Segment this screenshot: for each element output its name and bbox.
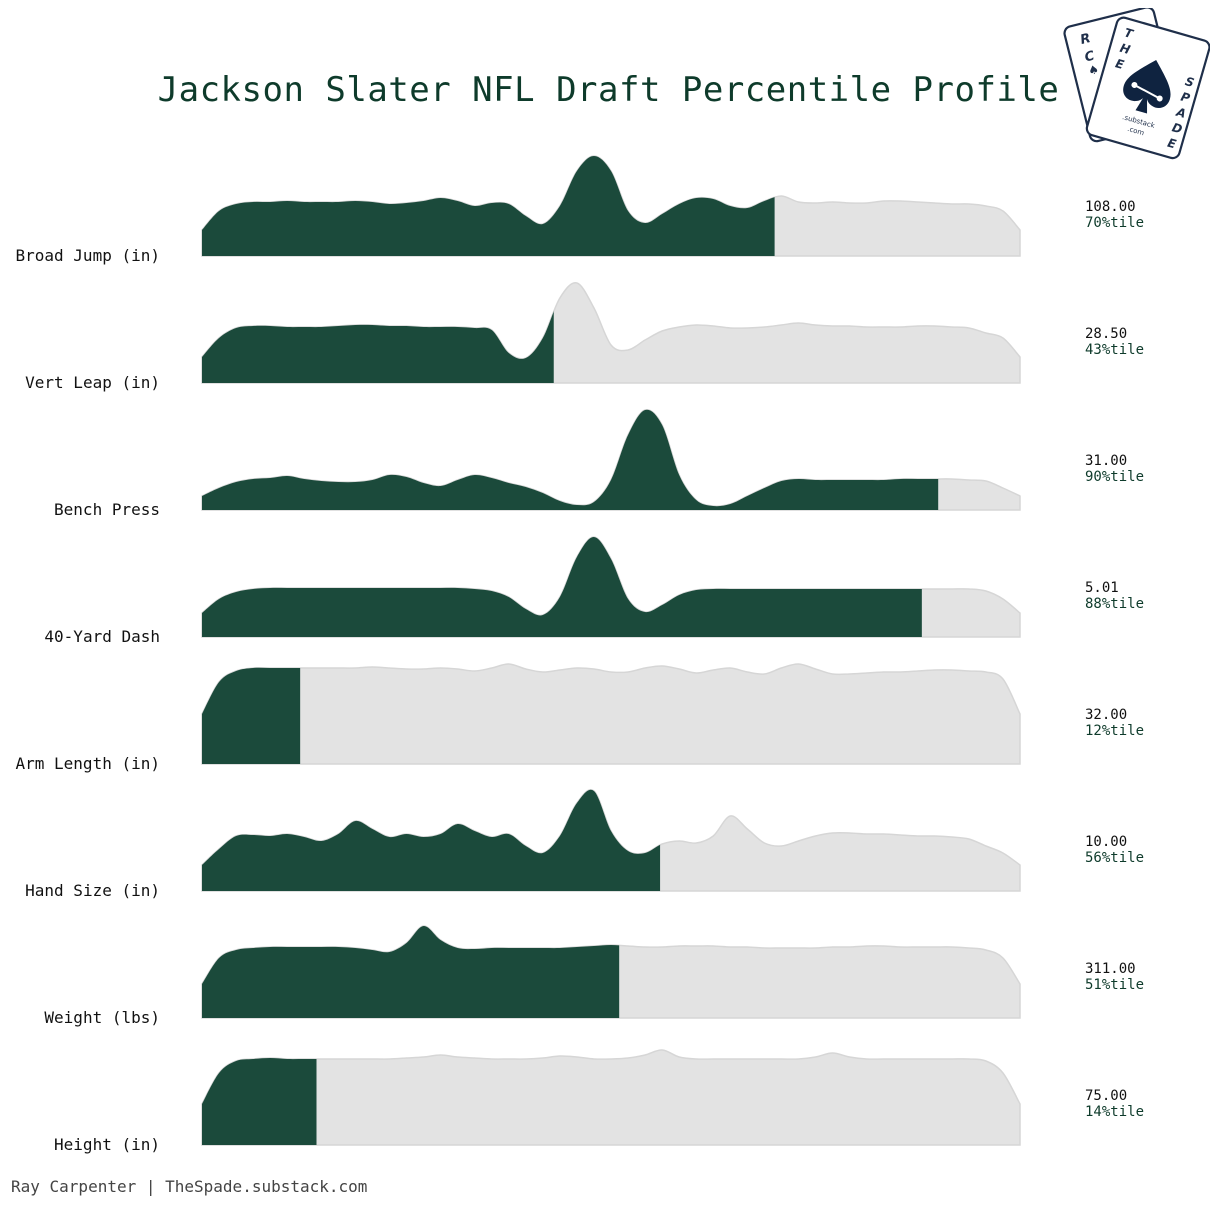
footer-credit: Ray Carpenter | TheSpade.substack.com <box>11 1177 368 1196</box>
logo-letter: H <box>1118 41 1132 57</box>
logo-letter: P <box>1179 90 1192 106</box>
row-label: Height (in) <box>54 1135 160 1154</box>
row-value: 5.01 <box>1085 580 1119 596</box>
spade-icon <box>1123 59 1171 114</box>
logo-letter: S <box>1184 74 1196 90</box>
row-label: Arm Length (in) <box>16 754 161 773</box>
logo-letter: D <box>1170 120 1183 136</box>
percentile-fill <box>202 667 301 764</box>
percentile-fill <box>202 1058 317 1145</box>
row-percentile: 88%tile <box>1085 596 1144 612</box>
logo-letter: C <box>1083 49 1096 66</box>
percentile-fill <box>202 925 620 1018</box>
row-value: 75.00 <box>1085 1088 1127 1104</box>
spade-pip-icon: ♠ <box>1087 62 1101 78</box>
row-percentile: 90%tile <box>1085 469 1144 485</box>
row-value: 311.00 <box>1085 961 1136 977</box>
row-value: 108.00 <box>1085 199 1136 215</box>
row-value: 28.50 <box>1085 326 1127 342</box>
logo-letter: R <box>1079 31 1092 48</box>
row-percentile: 14%tile <box>1085 1104 1144 1120</box>
row-value: 31.00 <box>1085 453 1127 469</box>
percentile-fill <box>202 156 775 256</box>
row-label: 40-Yard Dash <box>44 627 160 646</box>
row-value: 32.00 <box>1085 707 1127 723</box>
row-label: Bench Press <box>54 500 160 519</box>
row-percentile: 70%tile <box>1085 215 1144 231</box>
row-label: Hand Size (in) <box>25 881 160 900</box>
row-value: 10.00 <box>1085 834 1127 850</box>
distribution-area <box>201 1049 1021 1146</box>
row-percentile: 43%tile <box>1085 342 1144 358</box>
chart-title: Jackson Slater NFL Draft Percentile Prof… <box>157 70 1060 110</box>
row-percentile: 51%tile <box>1085 977 1144 993</box>
front-card: T H E S P A D E .substack .com <box>1085 16 1211 160</box>
row-percentile: 12%tile <box>1085 723 1144 739</box>
row-percentile: 56%tile <box>1085 850 1144 866</box>
the-spade-logo: R C ♠ T H E S P A D E .substack .com <box>1060 6 1211 168</box>
percentile-fill <box>202 409 939 510</box>
row-label: Vert Leap (in) <box>25 373 160 392</box>
row-label: Weight (lbs) <box>44 1008 160 1027</box>
distribution-area <box>201 663 1021 765</box>
percentile-fill <box>202 311 554 383</box>
row-label: Broad Jump (in) <box>16 246 161 265</box>
percentile-fill <box>202 789 661 891</box>
percentile-fill <box>202 536 922 637</box>
logo-letter: A <box>1174 105 1188 121</box>
